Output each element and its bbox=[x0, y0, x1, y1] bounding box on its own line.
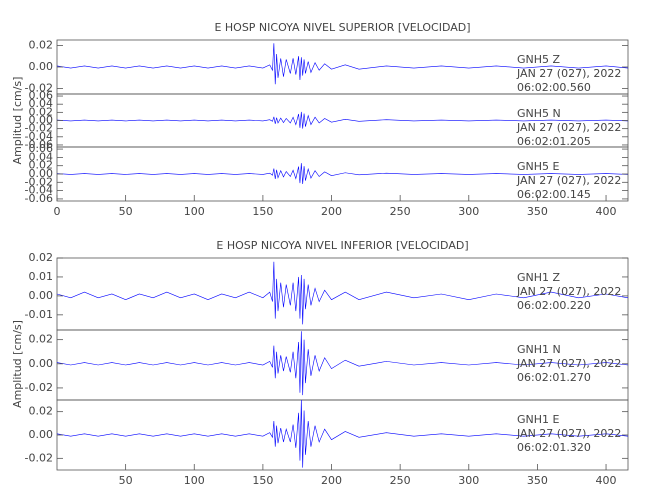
station-label: GNH1 E bbox=[517, 413, 560, 426]
y-tick-label: 0.02 bbox=[29, 38, 54, 51]
waveform bbox=[56, 261, 629, 325]
y-tick-label: -0.06 bbox=[25, 192, 53, 205]
x-tick-label: 200 bbox=[321, 205, 342, 218]
y-tick-label: 0.00 bbox=[29, 289, 54, 302]
y-tick-label: -0.02 bbox=[25, 381, 53, 394]
x-tick-label: 300 bbox=[458, 474, 479, 487]
y-tick-label: -0.02 bbox=[25, 82, 53, 95]
y-tick-label: 0.02 bbox=[29, 105, 54, 118]
x-tick-label: 350 bbox=[527, 205, 548, 218]
y-tick-label: 0.00 bbox=[29, 60, 54, 73]
y-tick-label: 0.02 bbox=[29, 333, 54, 346]
y-tick-label: -0.04 bbox=[25, 130, 53, 143]
time-label: 06:02:01.270 bbox=[517, 371, 591, 384]
x-tick-label: 50 bbox=[119, 205, 133, 218]
y-tick-label: 0.02 bbox=[29, 159, 54, 172]
waveform bbox=[56, 331, 629, 396]
x-tick-label: 200 bbox=[321, 474, 342, 487]
x-tick-label: 250 bbox=[390, 205, 411, 218]
y-tick-label: 0.04 bbox=[29, 97, 54, 110]
y-axis-label: Amplitud [cm/s] bbox=[11, 77, 24, 165]
time-label: 06:02:01.320 bbox=[517, 441, 591, 454]
waveform bbox=[56, 111, 629, 129]
y-tick-label: 0.06 bbox=[29, 142, 54, 155]
date-label: JAN 27 (027), 2022 bbox=[516, 285, 621, 298]
chart-title: E HOSP NICOYA NIVEL INFERIOR [VELOCIDAD] bbox=[216, 239, 468, 252]
chart-title: E HOSP NICOYA NIVEL SUPERIOR [VELOCIDAD] bbox=[214, 21, 470, 34]
date-label: JAN 27 (027), 2022 bbox=[516, 121, 621, 134]
y-tick-label: -0.04 bbox=[25, 184, 53, 197]
y-tick-label: 0.00 bbox=[29, 167, 54, 180]
y-tick-label: 0.02 bbox=[29, 405, 54, 418]
y-tick-label: 0.00 bbox=[29, 428, 54, 441]
y-tick-label: -0.06 bbox=[25, 138, 53, 151]
y-tick-label: 0.01 bbox=[29, 270, 54, 283]
x-tick-label: 400 bbox=[596, 205, 617, 218]
x-tick-label: 50 bbox=[119, 474, 133, 487]
station-label: GNH1 N bbox=[517, 343, 561, 356]
x-tick-label: 350 bbox=[527, 474, 548, 487]
x-tick-label: 400 bbox=[596, 474, 617, 487]
y-tick-label: 0.04 bbox=[29, 150, 54, 163]
y-tick-label: -0.01 bbox=[25, 308, 53, 321]
x-tick-label: 150 bbox=[252, 474, 273, 487]
time-label: 06:02:00.560 bbox=[517, 81, 591, 94]
x-tick-label: 250 bbox=[390, 474, 411, 487]
station-label: GNH5 Z bbox=[517, 53, 561, 66]
y-tick-label: -0.02 bbox=[25, 451, 53, 464]
station-label: GNH5 N bbox=[517, 107, 561, 120]
time-label: 06:02:01.205 bbox=[517, 135, 591, 148]
date-label: JAN 27 (027), 2022 bbox=[516, 357, 621, 370]
x-tick-label: 0 bbox=[54, 205, 61, 218]
time-label: 06:02:00.145 bbox=[517, 188, 591, 201]
time-label: 06:02:00.220 bbox=[517, 299, 591, 312]
y-tick-label: 0.02 bbox=[29, 251, 54, 264]
y-tick-label: 0.00 bbox=[29, 114, 54, 127]
x-tick-label: 100 bbox=[184, 205, 205, 218]
date-label: JAN 27 (027), 2022 bbox=[516, 67, 621, 80]
waveform bbox=[56, 43, 629, 85]
date-label: JAN 27 (027), 2022 bbox=[516, 174, 621, 187]
x-tick-label: 100 bbox=[184, 474, 205, 487]
waveform bbox=[56, 399, 629, 468]
date-label: JAN 27 (027), 2022 bbox=[516, 427, 621, 440]
y-axis-label: Amplitud [cm/s] bbox=[11, 320, 24, 408]
waveform bbox=[56, 163, 629, 184]
station-label: GNH1 Z bbox=[517, 271, 561, 284]
x-tick-label: 300 bbox=[458, 205, 479, 218]
y-tick-label: 0.06 bbox=[29, 89, 54, 102]
x-tick-label: 150 bbox=[252, 205, 273, 218]
y-tick-label: -0.02 bbox=[25, 175, 53, 188]
station-label: GNH5 E bbox=[517, 160, 560, 173]
y-tick-label: 0.00 bbox=[29, 357, 54, 370]
y-tick-label: -0.02 bbox=[25, 122, 53, 135]
